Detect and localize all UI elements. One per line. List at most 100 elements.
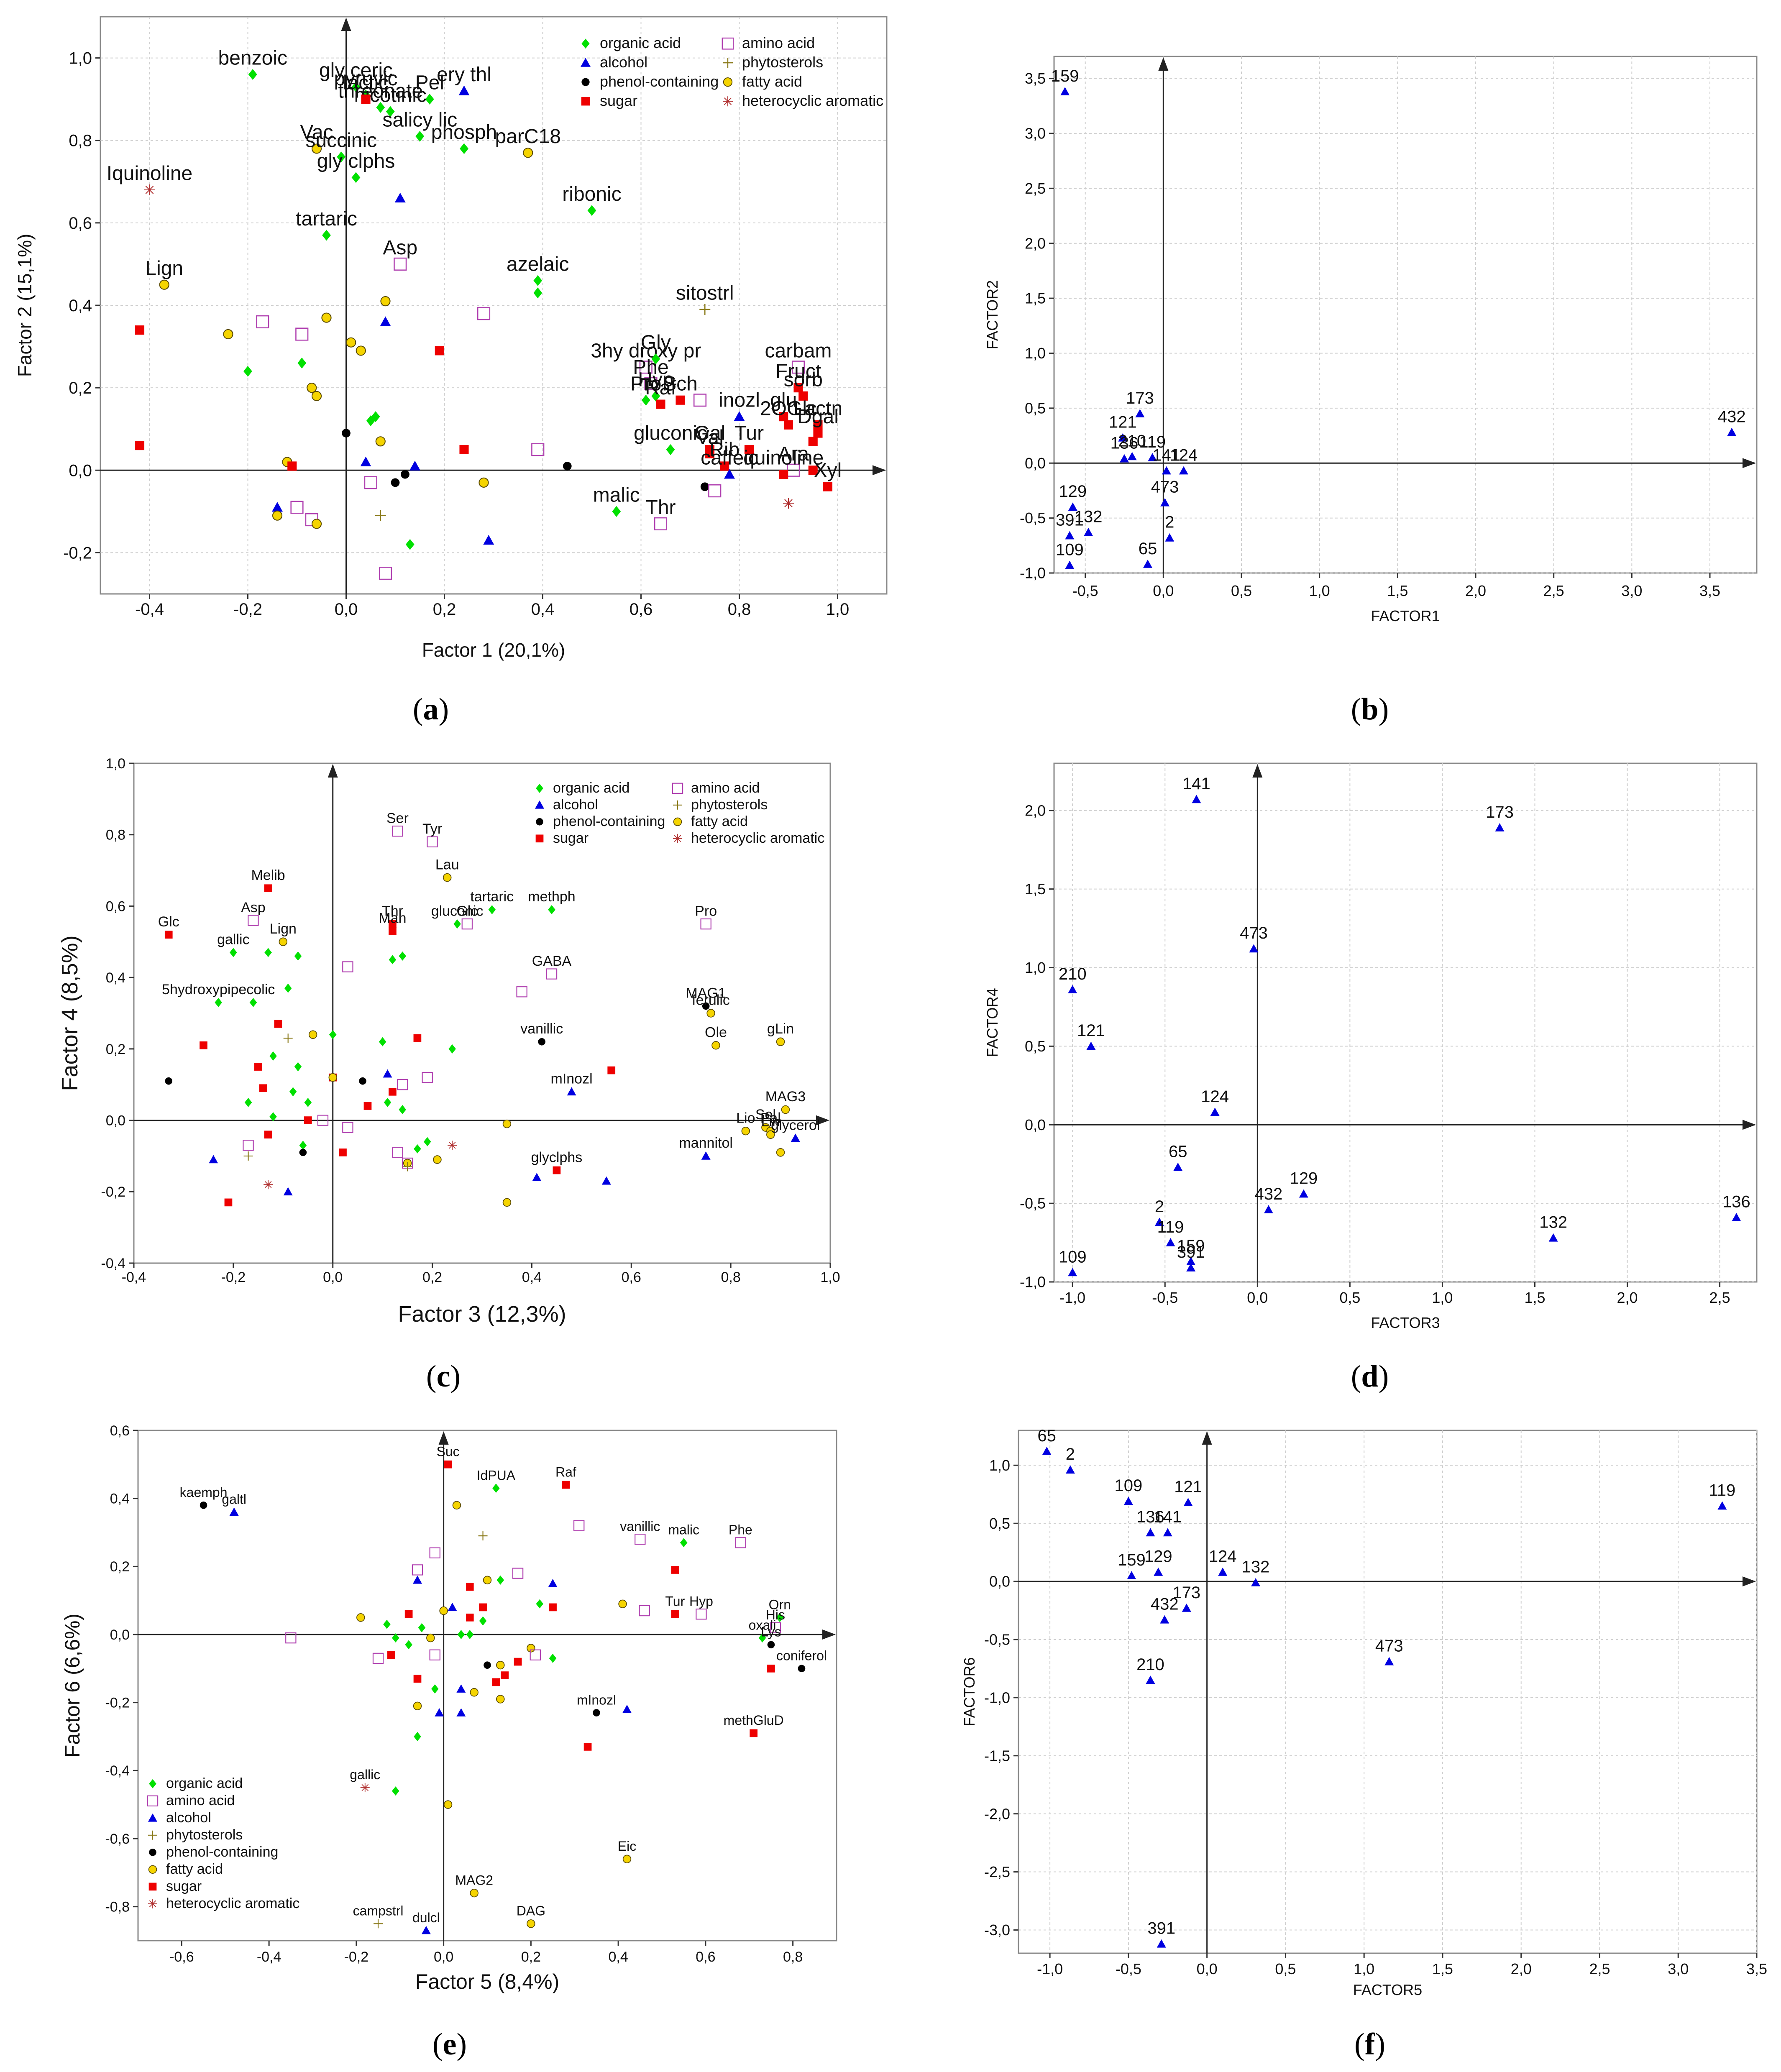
data-point	[793, 383, 803, 393]
point-label: Pro	[630, 373, 662, 395]
legend-label: heterocyclic aromatic	[691, 830, 824, 846]
y-axis-arrow	[1252, 764, 1263, 778]
legend-label: organic acid	[600, 34, 681, 51]
data-point	[1186, 1263, 1196, 1271]
x-tick-label: 0,0	[1153, 582, 1174, 599]
data-point	[651, 390, 660, 402]
y-tick-label: 0,6	[110, 1423, 130, 1439]
data-point	[389, 920, 397, 928]
data-point	[1182, 1604, 1191, 1612]
data-point	[379, 567, 392, 580]
data-point	[563, 462, 572, 471]
data-point	[1042, 1447, 1052, 1455]
data-point	[1717, 1501, 1727, 1510]
data-point	[264, 1180, 273, 1189]
y-tick-label: -1,5	[984, 1747, 1010, 1764]
data-point	[435, 346, 444, 356]
y-tick-label: 0,4	[69, 297, 92, 315]
data-point	[297, 358, 307, 368]
data-point	[813, 420, 823, 430]
point-label: 159	[1051, 67, 1079, 85]
data-point	[392, 1147, 403, 1158]
data-point	[360, 1783, 370, 1792]
data-point	[1264, 1205, 1273, 1213]
y-tick-label: -2,5	[984, 1863, 1010, 1880]
data-point	[496, 1575, 504, 1585]
data-point	[328, 1073, 337, 1082]
legend-marker	[581, 97, 590, 106]
x-axis-arrow	[822, 1629, 836, 1640]
legend-marker	[673, 834, 682, 843]
point-label: Lin	[761, 1114, 780, 1130]
data-point	[548, 905, 555, 914]
point-label: 141	[1182, 775, 1210, 793]
point-label: Asp	[241, 900, 266, 916]
point-label: ribonic	[562, 183, 621, 205]
y-tick-label: 0,6	[106, 898, 125, 914]
x-axis-label: Factor 5 (8,4%)	[415, 1970, 560, 1993]
y-tick-label: -0,5	[984, 1631, 1010, 1648]
y-tick-label: -0,4	[105, 1763, 130, 1779]
data-point	[399, 951, 407, 961]
y-tick-label: -2,0	[984, 1805, 1010, 1822]
data-point	[375, 436, 386, 447]
data-point	[587, 205, 596, 216]
data-point	[484, 1661, 491, 1669]
y-tick-label: 1,5	[1025, 290, 1046, 307]
x-tick-label: -0,2	[233, 600, 262, 619]
data-point	[708, 484, 722, 498]
data-point	[1084, 527, 1093, 536]
data-point	[243, 1140, 254, 1151]
legend-marker	[723, 96, 733, 107]
point-label: 129	[1290, 1169, 1318, 1187]
point-label: MAG3	[765, 1089, 806, 1105]
point-label: gallic	[350, 1767, 380, 1782]
data-point	[452, 1501, 461, 1510]
point-label: Gal	[694, 422, 726, 445]
data-point	[405, 1640, 412, 1650]
legend-marker	[673, 800, 682, 810]
data-point	[779, 470, 788, 479]
data-point	[435, 1708, 444, 1716]
data-point	[363, 1102, 372, 1110]
data-point	[531, 443, 545, 456]
point-label: Hyp	[638, 368, 673, 391]
legend-label: alcohol	[600, 54, 647, 71]
y-axis-arrow	[328, 764, 338, 778]
plot-frame	[1053, 56, 1758, 574]
point-label: malic	[593, 484, 640, 506]
data-point	[304, 1097, 312, 1107]
data-point	[813, 428, 823, 438]
point-label: threonate	[338, 80, 423, 102]
x-axis-label: FACTOR1	[1371, 607, 1440, 624]
data-point	[409, 460, 420, 471]
point-label: Fruct	[775, 361, 821, 383]
point-label: 159	[1118, 1551, 1146, 1569]
data-point	[461, 918, 473, 930]
legend-marker	[723, 58, 733, 68]
x-tick-label: 0,6	[622, 1269, 641, 1285]
legend-marker	[722, 37, 734, 50]
x-tick-label: 1,5	[1524, 1289, 1545, 1306]
point-label: 173	[1126, 389, 1154, 407]
point-label: galtl	[222, 1491, 246, 1507]
data-point	[671, 1610, 679, 1618]
point-label: Pal	[760, 1110, 781, 1126]
legend-marker	[536, 783, 543, 793]
data-point	[1127, 452, 1137, 460]
point-label: Glc	[456, 903, 478, 919]
data-point	[750, 1729, 758, 1737]
data-point	[1065, 1465, 1075, 1474]
x-tick-label: 0,0	[1247, 1289, 1268, 1306]
data-point	[1173, 1162, 1183, 1171]
point-label: Lio	[736, 1110, 755, 1126]
data-point	[536, 1599, 544, 1609]
point-label: gluconic	[634, 422, 707, 445]
point-label: Lign	[270, 921, 297, 937]
data-point	[1135, 409, 1145, 417]
point-label: mannitol	[679, 1135, 733, 1151]
data-point	[135, 441, 145, 450]
point-label: glyclphs	[531, 1149, 582, 1165]
x-tick-label: 0,0	[323, 1269, 343, 1285]
point-label: 173	[1172, 1583, 1200, 1602]
